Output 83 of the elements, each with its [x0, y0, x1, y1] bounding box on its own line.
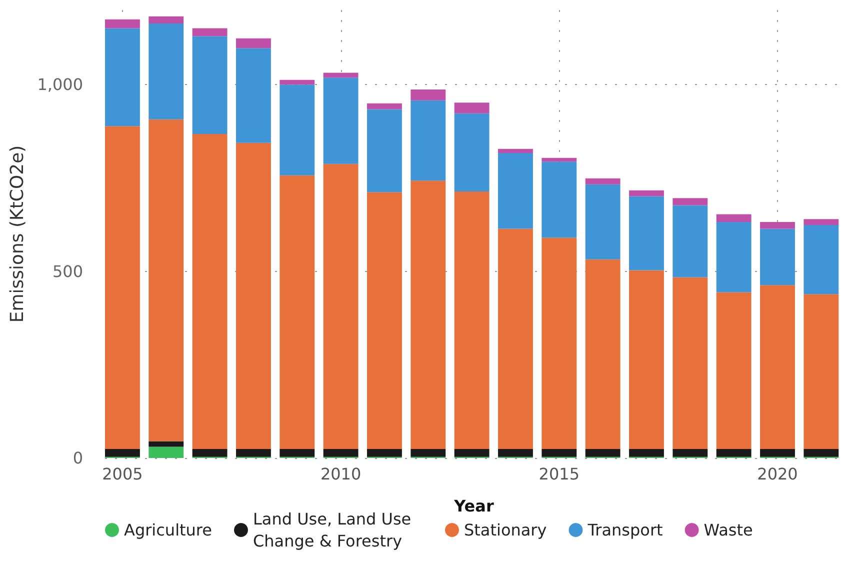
- bar: [148, 16, 184, 24]
- bar: [498, 148, 533, 153]
- bar: [367, 192, 402, 450]
- x-tick-label: 2015: [538, 464, 580, 484]
- x-tick-label: 2005: [102, 464, 143, 484]
- bar: [542, 238, 577, 450]
- bar: [760, 449, 795, 457]
- bar: [672, 198, 708, 206]
- bar: [323, 164, 358, 450]
- bar: [410, 90, 446, 100]
- bar: [629, 270, 664, 450]
- bar: [585, 259, 620, 450]
- legend-label: Agriculture: [124, 520, 212, 540]
- bar: [367, 449, 402, 457]
- bar: [672, 277, 708, 450]
- bar: [105, 449, 140, 457]
- bar: [148, 441, 184, 447]
- bar: [716, 222, 752, 292]
- bar: [672, 449, 708, 457]
- legend-label: Waste: [704, 520, 753, 540]
- bar: [410, 180, 446, 450]
- x-tick-label: 2010: [320, 464, 362, 484]
- bar: [716, 449, 752, 457]
- bar: [236, 449, 271, 457]
- bar: [454, 191, 490, 450]
- bar: [629, 190, 664, 196]
- bar: [454, 102, 490, 114]
- bar: [629, 196, 664, 270]
- bar: [542, 162, 577, 238]
- bar: [542, 449, 577, 457]
- bar: [192, 134, 228, 450]
- bar: [192, 28, 228, 36]
- bar: [804, 449, 839, 457]
- bar: [148, 23, 184, 120]
- bar: [367, 103, 402, 110]
- bar: [192, 36, 228, 134]
- bar: [280, 449, 315, 457]
- bar: [585, 178, 620, 184]
- bar: [760, 285, 795, 450]
- bar: [236, 38, 271, 48]
- bar: [105, 126, 140, 450]
- bar: [760, 228, 795, 286]
- bar: [105, 28, 140, 126]
- legend-label: Stationary: [464, 520, 547, 540]
- bar: [410, 100, 446, 181]
- y-tick-label: 1,000: [37, 75, 83, 94]
- bar: [672, 205, 708, 278]
- x-axis-title: Year: [453, 496, 494, 516]
- bar: [280, 175, 315, 450]
- bar: [454, 113, 490, 192]
- bar: [585, 184, 620, 260]
- bar: [148, 446, 184, 458]
- bar: [804, 225, 839, 294]
- bar: [236, 142, 271, 450]
- legend-label: Land Use, Land Use Change & Forestry: [252, 510, 416, 550]
- bar: [542, 158, 577, 162]
- bar: [323, 72, 358, 78]
- bar: [105, 19, 140, 28]
- bar: [629, 449, 664, 457]
- bar: [585, 449, 620, 457]
- bar: [323, 449, 358, 457]
- bar: [760, 222, 795, 229]
- bar: [323, 78, 358, 164]
- bar: [454, 449, 490, 457]
- x-tick-label: 2020: [757, 464, 798, 484]
- bar: [367, 109, 402, 192]
- bar: [716, 214, 752, 222]
- y-tick-label: 500: [52, 262, 83, 281]
- bar: [804, 219, 839, 226]
- bar: [804, 294, 839, 450]
- bar: [716, 292, 752, 450]
- bar: [498, 449, 533, 457]
- bar: [236, 48, 271, 143]
- y-axis-title: Emissions (KtCO2e): [6, 145, 28, 323]
- legend-label: Transport: [586, 520, 663, 540]
- bar: [410, 449, 446, 457]
- bar: [192, 449, 228, 457]
- bar: [280, 84, 315, 176]
- bar: [148, 119, 184, 442]
- y-tick-label: 0: [72, 448, 83, 468]
- bar: [280, 80, 315, 85]
- bar: [498, 152, 533, 229]
- bar: [498, 228, 533, 450]
